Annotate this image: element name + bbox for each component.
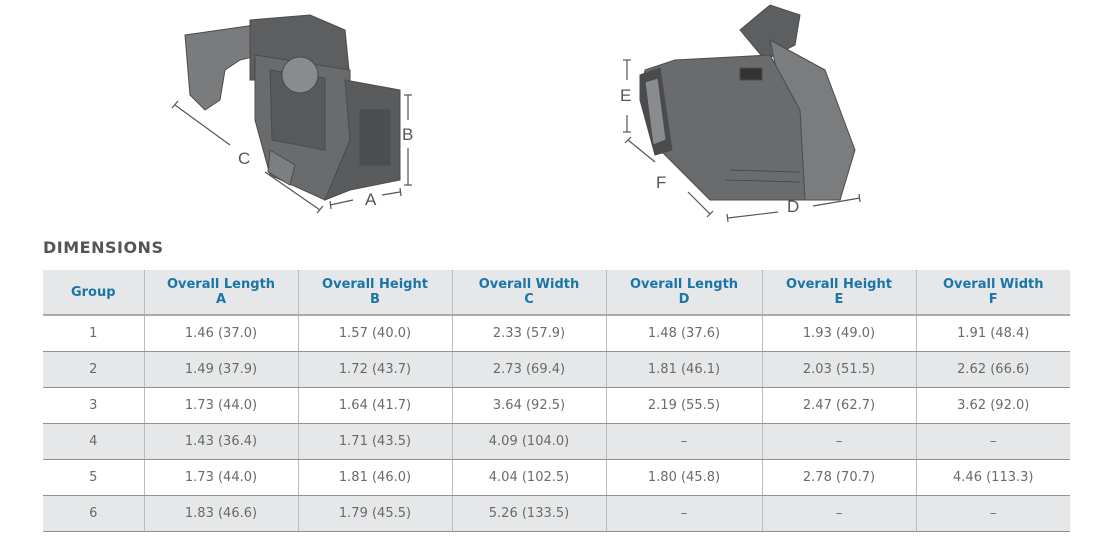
column-header-dimension: C — [524, 292, 534, 307]
column-header-dimension: A — [215, 292, 227, 307]
column-header-title: Overall Length — [629, 277, 739, 292]
column-header: Overall Length D — [605, 270, 762, 316]
dimension-cell: – — [605, 423, 762, 460]
column-header-title: Overall Length — [166, 277, 276, 292]
section-title: DIMENSIONS — [43, 238, 164, 257]
dimension-cell: – — [761, 495, 916, 532]
connector-body-left — [184, 14, 401, 201]
group-cell: 3 — [43, 387, 144, 424]
table-row: 4 1.43 (36.4) 1.71 (43.5) 4.09 (104.0) – – – — [43, 423, 1070, 460]
dimension-cell: 2.62 (66.6) — [915, 351, 1070, 388]
table-row: 5 1.73 (44.0) 1.81 (46.0) 4.04 (102.5) 1.80 … — [43, 459, 1070, 496]
dimension-cell: 1.73 (44.0) — [143, 459, 298, 496]
column-header-dimension: F — [988, 292, 998, 307]
dimension-cell: 5.26 (133.5) — [451, 495, 606, 532]
dimension-cell: 1.57 (40.0) — [297, 315, 452, 352]
dimension-cell: 3.64 (92.5) — [451, 387, 606, 424]
connector-figure-left: C A B — [171, 14, 413, 214]
table-row: 1 1.46 (37.0) 1.57 (40.0) 2.33 (57.9) 1.48 (… — [43, 315, 1070, 352]
dimension-label-a: A — [365, 190, 377, 209]
dimension-label-f: F — [656, 173, 666, 192]
dimension-label-c: C — [238, 149, 250, 168]
dimension-lines-right — [623, 59, 861, 223]
column-header: Overall Width F — [915, 270, 1070, 316]
column-header-dimension: E — [834, 292, 844, 307]
dimension-label-d: D — [787, 197, 799, 216]
group-cell: 1 — [43, 315, 144, 352]
dimension-cell: 1.80 (45.8) — [605, 459, 762, 496]
table-row: 2 1.49 (37.9) 1.72 (43.7) 2.73 (69.4) 1.81 (… — [43, 351, 1070, 388]
dimension-cell: 2.19 (55.5) — [605, 387, 762, 424]
dimension-cell: 1.49 (37.9) — [143, 351, 298, 388]
dimension-cell: 4.46 (113.3) — [915, 459, 1070, 496]
dimension-cell: 4.04 (102.5) — [451, 459, 606, 496]
column-header-title: Overall Height — [786, 277, 892, 292]
dimension-cell: 1.91 (48.4) — [915, 315, 1070, 352]
dimension-cell: – — [761, 423, 916, 460]
dimension-cell: 1.81 (46.0) — [297, 459, 452, 496]
column-header: Overall Height E — [761, 270, 916, 316]
column-header: Overall Height B — [297, 270, 452, 316]
dimension-cell: 1.64 (41.7) — [297, 387, 452, 424]
column-header-title: Overall Height — [322, 277, 428, 292]
dimension-cell: – — [605, 495, 762, 532]
dimension-cell: 2.47 (62.7) — [761, 387, 916, 424]
dimension-cell: 1.73 (44.0) — [143, 387, 298, 424]
dimension-cell: 1.93 (49.0) — [761, 315, 916, 352]
dimension-cell: – — [915, 495, 1070, 532]
dimension-cell: 1.48 (37.6) — [605, 315, 762, 352]
column-header-title: Group — [70, 284, 116, 300]
group-cell: 2 — [43, 351, 144, 388]
group-cell: 5 — [43, 459, 144, 496]
dimension-cell: 2.73 (69.4) — [451, 351, 606, 388]
group-cell: 4 — [43, 423, 144, 460]
dimension-label-b: B — [402, 125, 413, 144]
group-cell: 6 — [43, 495, 144, 532]
dimension-cell: 2.78 (70.7) — [761, 459, 916, 496]
column-header-dimension: D — [678, 292, 690, 307]
dimension-cell: 2.33 (57.9) — [451, 315, 606, 352]
dimension-cell: 1.43 (36.4) — [143, 423, 298, 460]
dimension-cell: 4.09 (104.0) — [451, 423, 606, 460]
column-header-title: Overall Width — [942, 277, 1044, 292]
dimension-lines-left — [171, 94, 412, 214]
dimension-cell: 1.83 (46.6) — [143, 495, 298, 532]
dimension-cell: 1.46 (37.0) — [143, 315, 298, 352]
dimension-cell: 1.81 (46.1) — [605, 351, 762, 388]
dimension-cell: 1.72 (43.7) — [297, 351, 452, 388]
dimensions-table: Group Overall Length A Overall Height B Overa… — [43, 270, 1070, 532]
dimension-cell: 3.62 (92.0) — [915, 387, 1070, 424]
column-header-title: Overall Width — [478, 277, 580, 292]
column-header: Overall Length A — [143, 270, 298, 316]
column-header: Group — [43, 270, 144, 316]
connector-figure-right: E F D — [620, 4, 861, 223]
table-row: 3 1.73 (44.0) 1.64 (41.7) 3.64 (92.5) 2.19 (… — [43, 387, 1070, 424]
dimension-label-e: E — [620, 86, 631, 105]
column-header: Overall Width C — [451, 270, 606, 316]
table-row: 6 1.83 (46.6) 1.79 (45.5) 5.26 (133.5) – – – — [43, 495, 1070, 532]
dimension-cell: 1.71 (43.5) — [297, 423, 452, 460]
dimension-cell: 2.03 (51.5) — [761, 351, 916, 388]
dimension-cell: – — [915, 423, 1070, 460]
column-header-dimension: B — [370, 292, 380, 307]
dimension-cell: 1.79 (45.5) — [297, 495, 452, 532]
connector-body-right — [639, 4, 856, 201]
